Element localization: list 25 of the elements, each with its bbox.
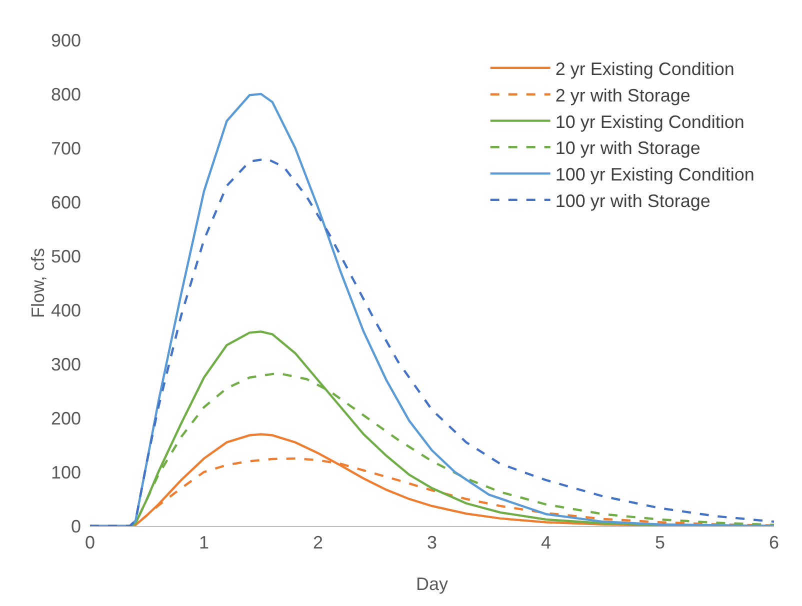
legend-label: 10 yr Existing Condition — [555, 112, 744, 132]
y-tick-label: 600 — [50, 192, 81, 212]
legend-label: 2 yr Existing Condition — [555, 58, 734, 79]
x-tick-label: 1 — [198, 532, 210, 553]
legend-label: 100 yr Existing Condition — [555, 164, 754, 185]
legend-label: 10 yr with Storage — [555, 138, 700, 158]
y-axis-title: Flow, cfs — [28, 248, 48, 318]
y-tick-label: 200 — [50, 408, 81, 428]
x-tick-label: 5 — [654, 532, 666, 553]
y-tick-label: 0 — [70, 516, 81, 536]
legend-label: 2 yr with Storage — [555, 85, 690, 106]
x-tick-label: 4 — [540, 532, 552, 553]
y-tick-label: 700 — [50, 138, 81, 158]
y-tick-label: 900 — [50, 30, 81, 50]
y-tick-label: 300 — [50, 354, 81, 374]
x-tick-label: 0 — [84, 532, 96, 553]
x-tick-label: 6 — [768, 532, 780, 553]
y-tick-label: 500 — [50, 246, 81, 266]
y-tick-label: 100 — [50, 462, 81, 482]
x-tick-label: 3 — [426, 532, 438, 553]
x-axis-title: Day — [416, 574, 448, 594]
legend-label: 100 yr with Storage — [555, 190, 710, 211]
y-tick-label: 800 — [50, 84, 81, 104]
y-tick-label: 400 — [50, 300, 81, 320]
x-tick-label: 2 — [312, 532, 324, 553]
